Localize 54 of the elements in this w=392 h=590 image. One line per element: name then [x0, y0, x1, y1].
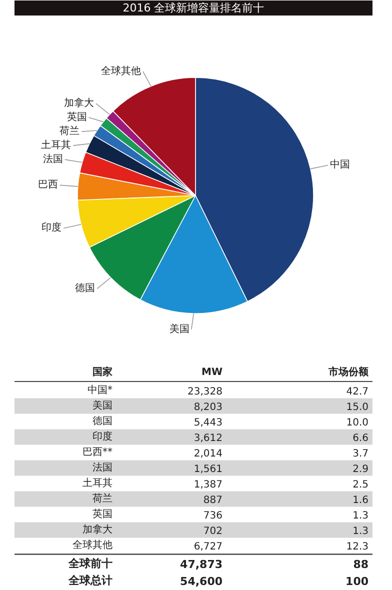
text: 42.7: [346, 386, 368, 398]
text: 法国: [92, 462, 112, 474]
text: 6,727: [194, 542, 223, 552]
text: MW: [202, 367, 223, 378]
slice-label: 英国: [66, 111, 87, 124]
text: 国家: [92, 366, 112, 378]
slice-label: 加拿大: [64, 97, 94, 110]
text: 702: [203, 526, 223, 537]
text: 6.6: [352, 433, 369, 444]
slice-label: 荷兰: [60, 125, 80, 138]
text: 2.5: [352, 480, 369, 490]
text: 8,203: [194, 402, 223, 413]
text: 巴西**: [82, 447, 112, 458]
text: 全球其他: [72, 539, 112, 551]
slice-label: 法国: [42, 153, 63, 166]
text: 15.0: [346, 402, 368, 413]
text: 5,443: [194, 418, 223, 428]
text: 2.9: [352, 464, 369, 475]
text: 23,328: [188, 386, 223, 398]
text: 1.3: [352, 526, 369, 537]
text: 1,561: [194, 464, 223, 475]
chart-title: 2016 全球新增容量排名前十: [122, 2, 264, 14]
text: 2,014: [194, 448, 223, 460]
text: 荷兰: [92, 492, 112, 504]
text: 美国: [92, 400, 112, 412]
slice-label: 中国: [330, 158, 350, 171]
text: 全球前十: [68, 556, 112, 570]
text: 英国: [92, 508, 112, 520]
text: 1.6: [352, 495, 369, 506]
slice-label: 德国: [75, 283, 96, 294]
text: 12.3: [346, 542, 368, 552]
text: 中国*: [88, 384, 112, 396]
text: 3,612: [194, 433, 223, 444]
text: 1.3: [352, 510, 369, 522]
text: 10.0: [346, 418, 368, 428]
text: 印度: [92, 430, 112, 442]
text: 市场份额: [328, 366, 370, 378]
slice-label: 土耳其: [41, 139, 72, 152]
text: 全球总计: [68, 574, 112, 587]
text: 887: [203, 495, 223, 506]
text: 土耳其: [82, 477, 112, 489]
text: 100: [346, 574, 369, 588]
text: 加拿大: [82, 524, 112, 536]
slice-label: 全球其他: [100, 64, 141, 77]
text: 54,600: [180, 574, 223, 588]
text: 736: [203, 510, 223, 522]
slice-label: 巴西: [38, 180, 58, 191]
slice-label: 印度: [42, 222, 62, 234]
text: 47,873: [180, 558, 223, 571]
text: 88: [353, 558, 369, 571]
text: 德国: [92, 416, 112, 427]
text: 3.7: [352, 448, 369, 460]
slice-label: 美国: [169, 322, 190, 335]
text: 1,387: [194, 480, 223, 490]
